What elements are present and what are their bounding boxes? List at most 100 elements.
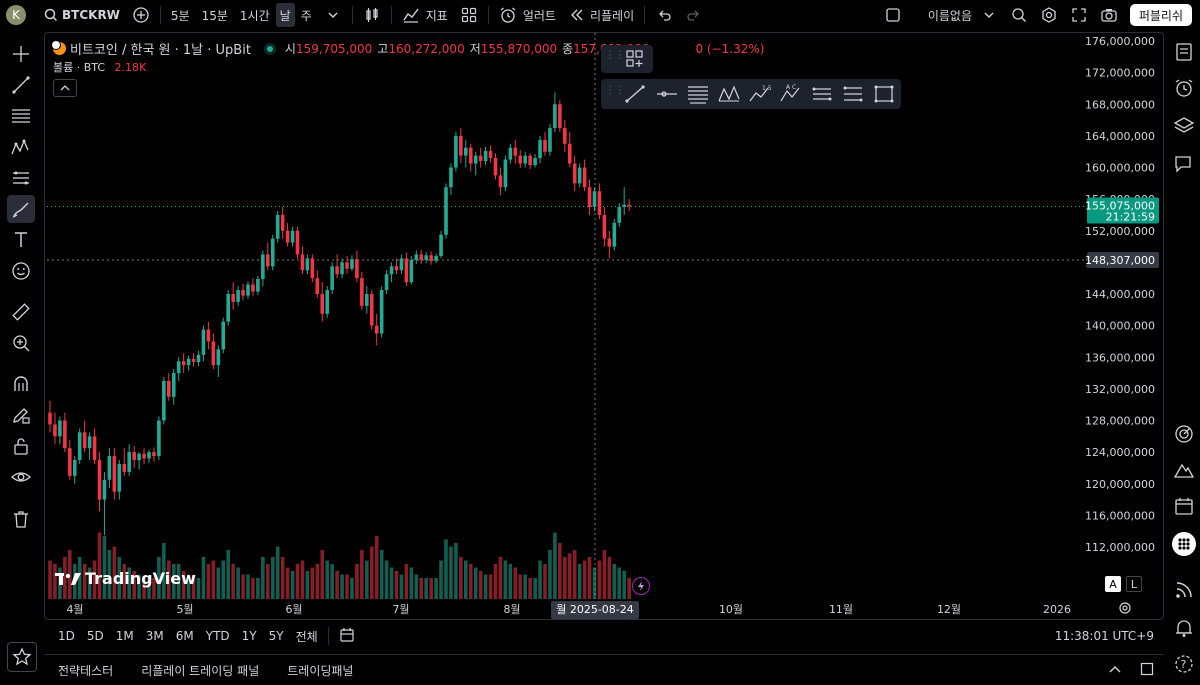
quick-search-button[interactable]	[1004, 0, 1034, 30]
expand-panel-button[interactable]	[1100, 663, 1130, 677]
forecast-tool[interactable]	[7, 164, 35, 192]
fib-retracement-icon[interactable]	[686, 83, 710, 105]
volume-legend[interactable]: 볼륨 · BTC 2.18K	[53, 59, 146, 75]
range-1d[interactable]: 1D	[58, 629, 75, 643]
elliott-wave-icon[interactable]: 1 5	[748, 83, 772, 105]
keep-drawing-tool[interactable]	[7, 401, 35, 429]
range-1m[interactable]: 1M	[115, 629, 134, 643]
go-to-realtime-button[interactable]	[632, 577, 650, 595]
range-all[interactable]: 전체	[295, 629, 318, 644]
candle	[246, 284, 250, 296]
lock-drawings-tool[interactable]	[7, 432, 35, 460]
fullscreen-button[interactable]	[1064, 0, 1094, 30]
magnet-tool[interactable]	[7, 370, 35, 398]
chats-button[interactable]	[1172, 152, 1196, 176]
maximize-panel-button[interactable]	[1130, 662, 1164, 679]
horizontal-ray-icon[interactable]	[655, 83, 679, 105]
help-button[interactable]: ?	[1172, 652, 1196, 676]
alerts-panel-button[interactable]	[1172, 76, 1196, 100]
time-axis-settings-button[interactable]	[1118, 601, 1132, 618]
indicators-button[interactable]: 지표	[396, 0, 454, 30]
interval-5m[interactable]: 5분	[170, 8, 190, 23]
alerts-button[interactable]: 얼러트	[493, 0, 562, 30]
volume-bar	[330, 564, 334, 599]
drag-handle-icon[interactable]: ⋮⋮	[605, 50, 625, 61]
chart-area[interactable]: 176,000,000 172,000,000 168,000,000 164,000…	[44, 32, 1164, 620]
interval-dropdown-button[interactable]	[318, 0, 348, 30]
tab-replay-trading[interactable]: 리플레이 트레이딩 패널	[141, 663, 260, 678]
layout-button[interactable]	[878, 0, 908, 30]
range-5y[interactable]: 5Y	[268, 629, 284, 643]
log-scale-button[interactable]: L	[1126, 576, 1142, 592]
compare-symbol-button[interactable]	[126, 0, 156, 30]
timezone-clock[interactable]: 11:38:01 UTC+9	[1054, 629, 1154, 643]
snapshot-button[interactable]	[1094, 0, 1124, 30]
drag-handle-icon[interactable]: ⋮⋮	[605, 85, 625, 96]
remove-drawings-tool[interactable]	[7, 505, 35, 533]
tradingview-logo[interactable]: TradingView	[55, 569, 196, 588]
pattern-tool[interactable]	[7, 133, 35, 161]
object-tree-button[interactable]	[1172, 114, 1196, 138]
collapse-legend-button[interactable]	[53, 79, 77, 97]
measure-tool[interactable]	[7, 298, 35, 326]
zoom-in-tool[interactable]	[7, 329, 35, 357]
interval-1h[interactable]: 1시간	[239, 8, 270, 23]
parallel-channel-icon[interactable]	[810, 83, 834, 105]
ideas-button[interactable]	[1172, 458, 1196, 482]
text-tool[interactable]	[7, 226, 35, 254]
range-6m[interactable]: 6M	[175, 629, 194, 643]
emoji-tool[interactable]	[7, 257, 35, 285]
redo-button[interactable]	[679, 0, 709, 30]
calendar-button[interactable]	[1172, 494, 1196, 518]
brush-tool[interactable]	[7, 195, 35, 223]
symbol-title[interactable]: 비트코인 / 한국 원 · 1날 · UpBit	[70, 43, 251, 58]
tab-trading-panel[interactable]: 트레이딩패널	[287, 663, 354, 678]
news-stream-button[interactable]	[1172, 578, 1196, 602]
pattern-icon[interactable]	[717, 83, 741, 105]
notifications-button[interactable]	[1172, 616, 1196, 640]
candle	[127, 452, 131, 472]
tab-strategy-tester[interactable]: 전략테스터	[58, 663, 114, 678]
avatar[interactable]: K	[6, 5, 26, 25]
abc-pattern-icon[interactable]: A C	[779, 83, 803, 105]
replay-button[interactable]: 리플레이	[562, 0, 640, 30]
interval-15m[interactable]: 15분	[201, 8, 228, 23]
candle	[335, 266, 339, 275]
candle	[612, 222, 617, 247]
square-icon	[884, 6, 902, 24]
user-menu-button[interactable]: K	[0, 0, 32, 30]
hotlists-button[interactable]	[1172, 422, 1196, 446]
interval-day[interactable]: 날	[275, 3, 295, 27]
candle	[206, 329, 211, 342]
fib-tool[interactable]	[7, 102, 35, 130]
chart-type-button[interactable]	[357, 0, 387, 30]
trend-line-icon[interactable]	[623, 83, 647, 105]
date-range-button[interactable]	[333, 627, 363, 646]
regression-channel-icon[interactable]	[841, 83, 865, 105]
range-3m[interactable]: 3M	[145, 629, 164, 643]
range-ytd[interactable]: YTD	[205, 629, 230, 643]
crosshair-tool[interactable]	[7, 40, 35, 68]
svg-text:?: ?	[1181, 658, 1187, 671]
templates-button[interactable]	[454, 0, 484, 30]
auto-scale-button[interactable]: A	[1105, 576, 1121, 592]
change-value: 0 (−1.32%)	[695, 41, 765, 56]
rectangle-icon[interactable]	[872, 83, 896, 105]
settings-button[interactable]	[1034, 0, 1064, 30]
price-chart[interactable]: 176,000,000 172,000,000 168,000,000 164,000…	[45, 33, 1163, 619]
symbol-search-button[interactable]: BTCKRW	[32, 0, 126, 30]
candle	[424, 255, 428, 261]
add-template-button[interactable]	[625, 49, 645, 72]
watchlist-button[interactable]	[1172, 40, 1196, 64]
hide-drawings-tool[interactable]	[7, 463, 35, 491]
products-button[interactable]	[1172, 532, 1196, 556]
publish-button[interactable]: 퍼블리쉬	[1129, 4, 1192, 26]
range-5d[interactable]: 5D	[86, 629, 104, 643]
volume-bar	[137, 574, 141, 599]
favorites-tool[interactable]	[7, 642, 37, 672]
layout-name-button[interactable]: 이름없음	[922, 0, 1004, 30]
range-1y[interactable]: 1Y	[241, 629, 257, 643]
interval-week[interactable]: 주	[300, 8, 312, 23]
trend-line-tool[interactable]	[7, 71, 35, 99]
undo-button[interactable]	[649, 0, 679, 30]
